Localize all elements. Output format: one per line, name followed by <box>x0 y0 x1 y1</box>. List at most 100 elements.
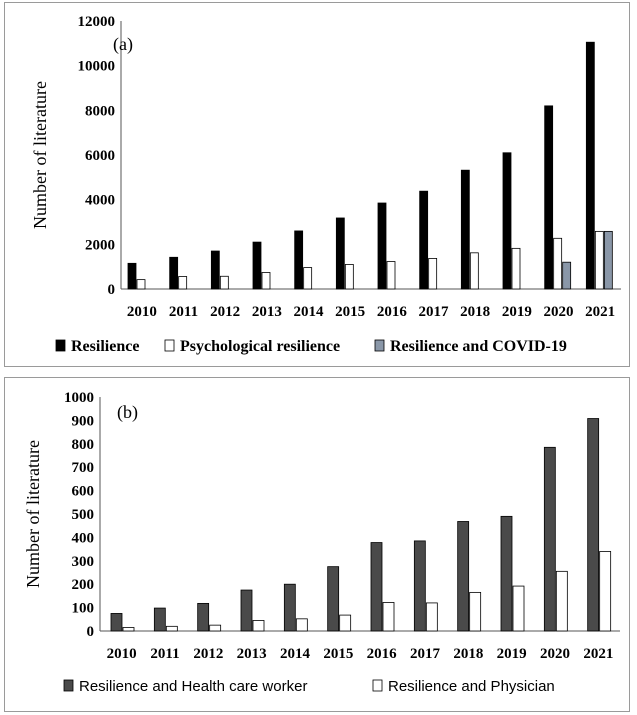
chart-b-y-tick-label: 900 <box>72 413 95 429</box>
chart-b-legend-swatch <box>63 679 74 692</box>
chart-b-bar-resilience-and-health-care-worker <box>153 607 166 632</box>
chart-b-bar-resilience-and-physician <box>165 625 178 632</box>
chart-a-bar-resilience <box>294 230 304 290</box>
chart-a-bar-resilience <box>419 190 429 290</box>
chart-a-legend-label: Resilience and COVID-19 <box>390 338 567 355</box>
chart-b-bar-resilience-and-physician <box>555 570 568 632</box>
chart-panel-b: 0 100 200 300 400 500 600 700 800 900 1000 2010 2011… <box>4 377 630 712</box>
chart-b-y-tick-label: 300 <box>72 554 95 570</box>
chart-a-x-tick-label: 2019 <box>502 304 532 320</box>
chart-a-bar-psychological-resilience <box>553 237 563 290</box>
chart-b-y-axis-title: Number of literature <box>23 440 43 588</box>
chart-b-bar-resilience-and-health-care-worker <box>110 613 123 632</box>
chart-b-x-tick-label: 2019 <box>497 646 527 662</box>
chart-a-bar-psychological-resilience <box>219 275 229 290</box>
chart-b-bar-resilience-and-health-care-worker <box>587 418 600 632</box>
chart-a-panel-label: (a) <box>113 34 133 55</box>
chart-a-legend-swatch <box>55 339 66 352</box>
chart-a-legend-label: Psychological resilience <box>180 338 340 355</box>
chart-b-y-tick-label: 400 <box>72 530 95 546</box>
chart-b-bar-resilience-and-physician <box>512 585 525 632</box>
chart-b-bar-resilience-and-physician <box>295 618 308 632</box>
chart-b-bar-resilience-and-health-care-worker <box>457 521 470 632</box>
chart-a-y-tick-label: 12000 <box>78 14 116 30</box>
chart-b-x-tick-label: 2016 <box>367 646 398 662</box>
chart-a-x-tick-label: 2021 <box>585 304 615 320</box>
chart-b-x-tick-label: 2012 <box>193 646 223 662</box>
chart-a-bar-psychological-resilience <box>428 258 438 290</box>
chart-b-x-tick-label: 2015 <box>323 646 353 662</box>
chart-a-bar-resilience <box>585 41 595 290</box>
chart-a-bar-psychological-resilience <box>511 247 521 290</box>
chart-a-bar-psychological-resilience <box>469 252 479 290</box>
chart-b-y-tick-label: 600 <box>72 484 95 500</box>
chart-a-bar-resilience-and-covid-19 <box>562 261 572 290</box>
chart-b-bar-resilience-and-physician <box>425 602 438 632</box>
chart-b-legend-label: Resilience and Health care worker <box>79 678 307 695</box>
chart-a-bar-resilience <box>460 169 470 290</box>
chart-b-bar-resilience-and-health-care-worker <box>543 446 556 632</box>
chart-b-bar-resilience-and-health-care-worker <box>500 515 513 632</box>
chart-a-legend-swatch <box>374 339 385 352</box>
chart-a-bar-resilience <box>169 256 179 290</box>
chart-b-y-tick-label: 500 <box>72 507 95 523</box>
chart-a-x-tick-label: 2011 <box>169 304 198 320</box>
chart-a-bar-resilience <box>335 217 345 290</box>
chart-b-bar-resilience-and-health-care-worker <box>413 540 426 632</box>
chart-a-legend-swatch <box>164 339 175 352</box>
chart-a-x-tick-label: 2015 <box>335 304 365 320</box>
chart-a-x-tick-label: 2012 <box>210 304 240 320</box>
chart-b-bar-resilience-and-health-care-worker <box>327 566 340 632</box>
chart-a-y-axis-title: Number of literature <box>30 81 50 229</box>
chart-a-bar-psychological-resilience <box>303 267 313 290</box>
chart-b-x-tick-label: 2010 <box>107 646 137 662</box>
chart-panel-a: 0 2000 4000 6000 8000 10000 12000 2010 2011 2012 2… <box>4 2 630 367</box>
chart-b-panel-label: (b) <box>117 402 138 423</box>
chart-a-x-tick-label: 2013 <box>252 304 282 320</box>
chart-a-svg: 0 2000 4000 6000 8000 10000 12000 2010 2011 2012 2… <box>30 14 621 355</box>
chart-a-bar-psychological-resilience <box>261 272 271 290</box>
chart-b-x-tick-label: 2011 <box>150 646 179 662</box>
chart-a-y-tick-label: 10000 <box>78 59 116 75</box>
chart-b-x-tick-label: 2018 <box>453 646 483 662</box>
chart-a-bar-resilience-and-covid-19 <box>603 230 613 290</box>
chart-a-x-tick-label: 2014 <box>294 304 325 320</box>
chart-a-x-tick-label: 2010 <box>127 304 157 320</box>
chart-a-bar-resilience <box>210 250 220 290</box>
chart-a-bar-resilience <box>502 152 512 290</box>
chart-a-x-tick-label: 2020 <box>544 304 574 320</box>
chart-b-y-tick-label: 800 <box>72 437 95 453</box>
chart-b-y-tick-label: 200 <box>72 577 95 593</box>
chart-a-bar-psychological-resilience <box>344 264 354 290</box>
chart-b-bar-resilience-and-physician <box>469 591 482 632</box>
chart-b-bar-resilience-and-physician <box>252 620 265 632</box>
chart-a-bar-resilience <box>377 202 387 290</box>
chart-b-y-tick-label: 100 <box>72 601 95 617</box>
chart-a-bar-resilience <box>544 105 554 290</box>
chart-a-bar-resilience <box>252 241 262 290</box>
chart-a-y-tick-label: 2000 <box>85 237 115 253</box>
chart-b-bar-resilience-and-physician <box>382 602 395 632</box>
chart-b-legend-label: Resilience and Physician <box>388 678 555 695</box>
chart-b-x-tick-label: 2017 <box>410 646 441 662</box>
chart-a-x-tick-label: 2017 <box>419 304 450 320</box>
chart-b-x-tick-label: 2013 <box>237 646 267 662</box>
chart-a-bar-psychological-resilience <box>178 276 188 290</box>
chart-a-y-tick-label: 4000 <box>85 193 115 209</box>
chart-b-x-tick-label: 2020 <box>540 646 570 662</box>
chart-b-bar-resilience-and-physician <box>209 624 222 632</box>
chart-b-x-tick-label: 2014 <box>280 646 311 662</box>
chart-a-bar-resilience <box>127 262 137 290</box>
chart-a-x-tick-label: 2018 <box>460 304 490 320</box>
chart-b-bar-resilience-and-physician <box>339 614 352 632</box>
chart-b-bar-resilience-and-health-care-worker <box>240 589 253 632</box>
chart-a-bar-psychological-resilience <box>136 279 146 290</box>
chart-b-bar-resilience-and-health-care-worker <box>197 602 210 632</box>
chart-b-svg: 0 100 200 300 400 500 600 700 800 900 1000 2010 2011… <box>23 390 620 695</box>
chart-a-x-tick-label: 2016 <box>377 304 408 320</box>
chart-b-bar-resilience-and-physician <box>122 627 135 632</box>
chart-a-legend-label: Resilience <box>71 338 139 355</box>
chart-b-bar-resilience-and-physician <box>599 551 612 632</box>
chart-a-y-tick-label: 6000 <box>85 148 115 164</box>
chart-a-bar-psychological-resilience <box>386 261 396 290</box>
